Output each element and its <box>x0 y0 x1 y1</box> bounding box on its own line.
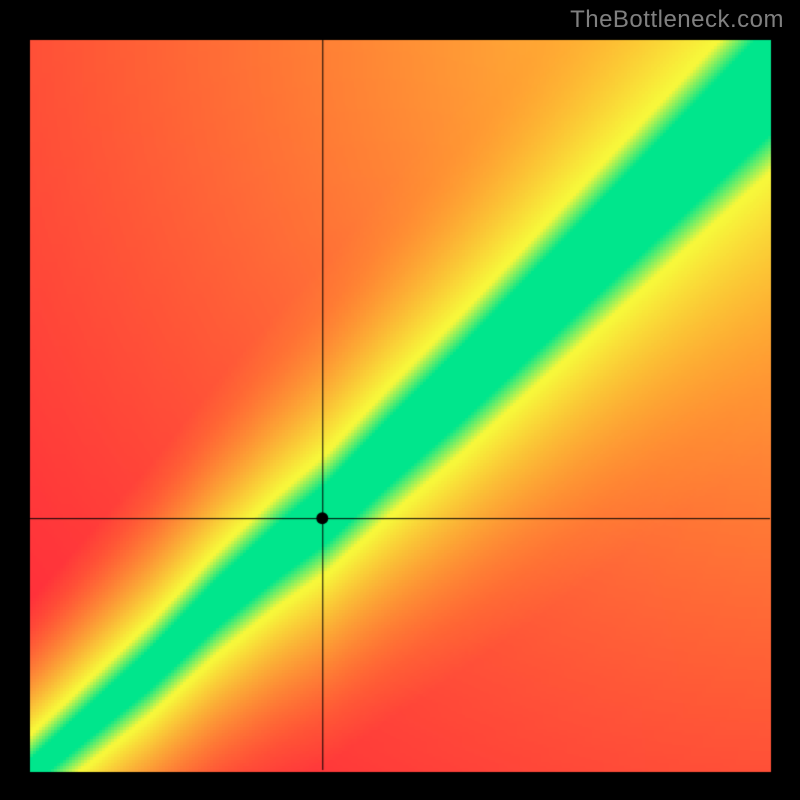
bottleneck-heatmap <box>0 0 800 800</box>
chart-container: TheBottleneck.com <box>0 0 800 800</box>
watermark-text: TheBottleneck.com <box>570 6 784 34</box>
